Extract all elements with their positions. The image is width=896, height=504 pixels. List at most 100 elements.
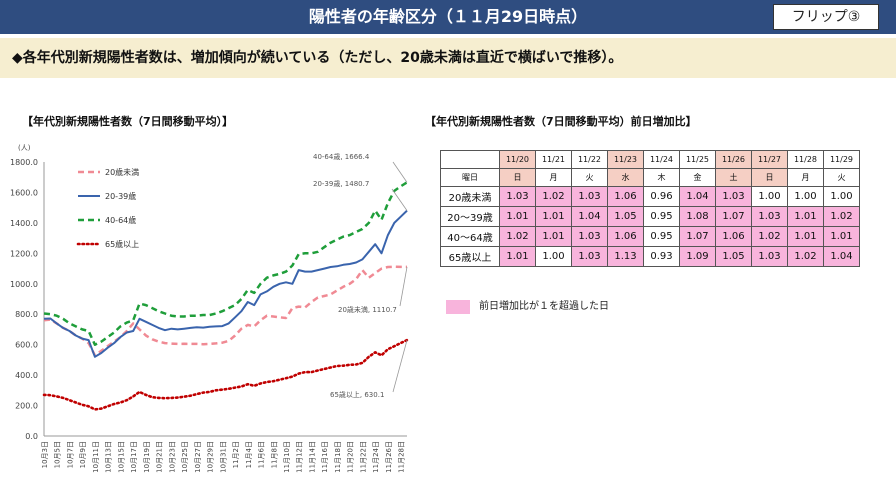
table-row: 40～64歳 1.02 1.01 1.03 1.06 0.95 1.07 1.06 1.02 1.…: [440, 226, 860, 247]
ratio-cell: 1.01: [499, 246, 536, 267]
x-tick-label: 11月6日: [258, 441, 266, 468]
weekday-cell: 月: [787, 168, 824, 187]
highlight-legend-swatch: [446, 300, 470, 314]
ratio-cell: 0.95: [643, 206, 680, 227]
series-line-0: [43, 265, 407, 357]
ratio-cell: 1.09: [679, 246, 716, 267]
x-tick-label: 10月23日: [168, 441, 176, 473]
date-header-cell: 11/28: [787, 150, 824, 169]
x-tick-label: 10月7日: [66, 441, 74, 468]
callout-leader-3: [392, 339, 408, 393]
x-tick-label: 10月25日: [181, 441, 189, 473]
age-group-label: 65歳以上: [440, 246, 500, 267]
x-tick-label: 11月24日: [372, 441, 380, 473]
table-row: 65歳以上 1.01 1.00 1.03 1.13 0.93 1.09 1.05 1.03 1.0…: [440, 246, 860, 267]
x-tick-label: 11月2日: [232, 441, 240, 468]
ratio-cell: 1.01: [787, 226, 824, 247]
highlight-legend-label: 前日増加比が１を超過した日: [479, 301, 609, 312]
table-corner: [440, 150, 500, 169]
age-group-label: 20～39歳: [440, 206, 500, 227]
y-tick-label: 1800.0: [10, 158, 38, 167]
weekday-row-label: 曜日: [440, 168, 500, 187]
ratio-cell: 1.04: [679, 186, 716, 207]
x-tick-label: 11月16日: [321, 441, 329, 473]
x-tick-label: 10月21日: [156, 441, 164, 473]
series-line-1: [43, 209, 408, 358]
ratio-cell: 1.08: [679, 206, 716, 227]
date-header-cell: 11/20: [499, 150, 536, 169]
growth-ratio-table: 11/20 11/21 11/22 11/23 11/24 11/25 11/26 11/27…: [440, 150, 860, 267]
summary-banner: [0, 38, 896, 78]
ratio-cell: 1.06: [607, 226, 644, 247]
weekday-cell: 月: [535, 168, 572, 187]
y-tick-label: 1400.0: [10, 219, 38, 228]
table-row-weekdays: 曜日日月火水木金土日月火: [440, 168, 860, 187]
date-header-cell: 11/21: [535, 150, 572, 169]
ratio-cell: 1.07: [715, 206, 752, 227]
summary-text: ◆各年代別新規陽性者数は、増加傾向が続いている（ただし、20歳未満は直近で横ばい…: [12, 50, 623, 66]
x-tick-label: 11月10日: [283, 441, 291, 473]
x-tick-label: 11月20日: [347, 441, 355, 473]
ratio-cell: 1.07: [679, 226, 716, 247]
weekday-cell: 土: [715, 168, 752, 187]
ratio-cell: 1.03: [751, 246, 788, 267]
y-tick-label: 600.0: [15, 341, 38, 350]
x-tick-label: 10月27日: [194, 441, 202, 473]
ratio-cell: 1.00: [823, 186, 860, 207]
ratio-cell: 1.01: [499, 206, 536, 227]
x-tick-label: 11月14日: [308, 441, 316, 473]
end-label-3: 65歳以上, 630.1: [330, 390, 384, 399]
weekday-cell: 日: [499, 168, 536, 187]
ratio-cell: 1.00: [535, 246, 572, 267]
ratio-cell: 1.02: [823, 206, 860, 227]
ratio-cell: 1.04: [571, 206, 608, 227]
ratio-cell: 1.03: [751, 206, 788, 227]
ratio-cell: 1.03: [571, 226, 608, 247]
x-tick-label: 11月22日: [359, 441, 367, 473]
y-tick-label: 0.0: [25, 432, 38, 441]
weekday-cell: 火: [823, 168, 860, 187]
y-tick-label: 1200.0: [10, 249, 38, 258]
page-title: 陽性者の年齢区分（１１月29日時点）: [308, 7, 588, 26]
header-bar: [0, 0, 896, 34]
ratio-cell: 0.96: [643, 186, 680, 207]
y-tick-label: 400.0: [15, 371, 38, 380]
left-chart-title: 【年代別新規陽性者数（7日間移動平均）】: [22, 115, 234, 128]
ratio-cell: 1.02: [535, 186, 572, 207]
age-group-line-chart: (人) 0.0 200.0 400.0 600.0 800.0 1000.0 1200.0 14…: [10, 144, 409, 473]
ratio-cell: 1.06: [607, 186, 644, 207]
date-header-cell: 11/24: [643, 150, 680, 169]
flip-label: フリップ③: [773, 4, 879, 30]
ratio-cell: 1.04: [823, 246, 860, 267]
ratio-cell: 1.03: [571, 246, 608, 267]
y-tick-label: 800.0: [15, 310, 38, 319]
series-line-3: [42, 338, 409, 411]
y-tick-label: 1600.0: [10, 188, 38, 197]
weekday-cell: 木: [643, 168, 680, 187]
ratio-cell: 0.93: [643, 246, 680, 267]
weekday-cell: 水: [607, 168, 644, 187]
x-tick-label: 10月15日: [117, 441, 125, 473]
ratio-cell: 1.13: [607, 246, 644, 267]
ratio-cell: 1.05: [607, 206, 644, 227]
x-tick-label: 10月9日: [79, 441, 87, 468]
ratio-cell: 1.01: [787, 206, 824, 227]
x-tick-label: 10月13日: [105, 441, 113, 473]
callout-leader-0: [399, 266, 408, 307]
ratio-cell: 1.00: [751, 186, 788, 207]
table-row: 20～39歳 1.01 1.01 1.04 1.05 0.95 1.08 1.07 1.03 1.…: [440, 206, 860, 227]
x-tick-label: 11月8日: [270, 441, 278, 468]
date-header-cell: 11/23: [607, 150, 644, 169]
age-group-label: 40～64歳: [440, 226, 500, 247]
ratio-cell: 1.05: [715, 246, 752, 267]
ratio-cell: 1.00: [787, 186, 824, 207]
ratio-cell: 0.95: [643, 226, 680, 247]
x-tick-label: 10月31日: [219, 441, 227, 473]
ratio-cell: 1.03: [715, 186, 752, 207]
ratio-cell: 1.01: [535, 206, 572, 227]
series-line-2: [43, 181, 408, 346]
ratio-cell: 1.03: [499, 186, 536, 207]
weekday-cell: 火: [571, 168, 608, 187]
x-tick-label: 11月18日: [334, 441, 342, 473]
date-header-cell: 11/26: [715, 150, 752, 169]
